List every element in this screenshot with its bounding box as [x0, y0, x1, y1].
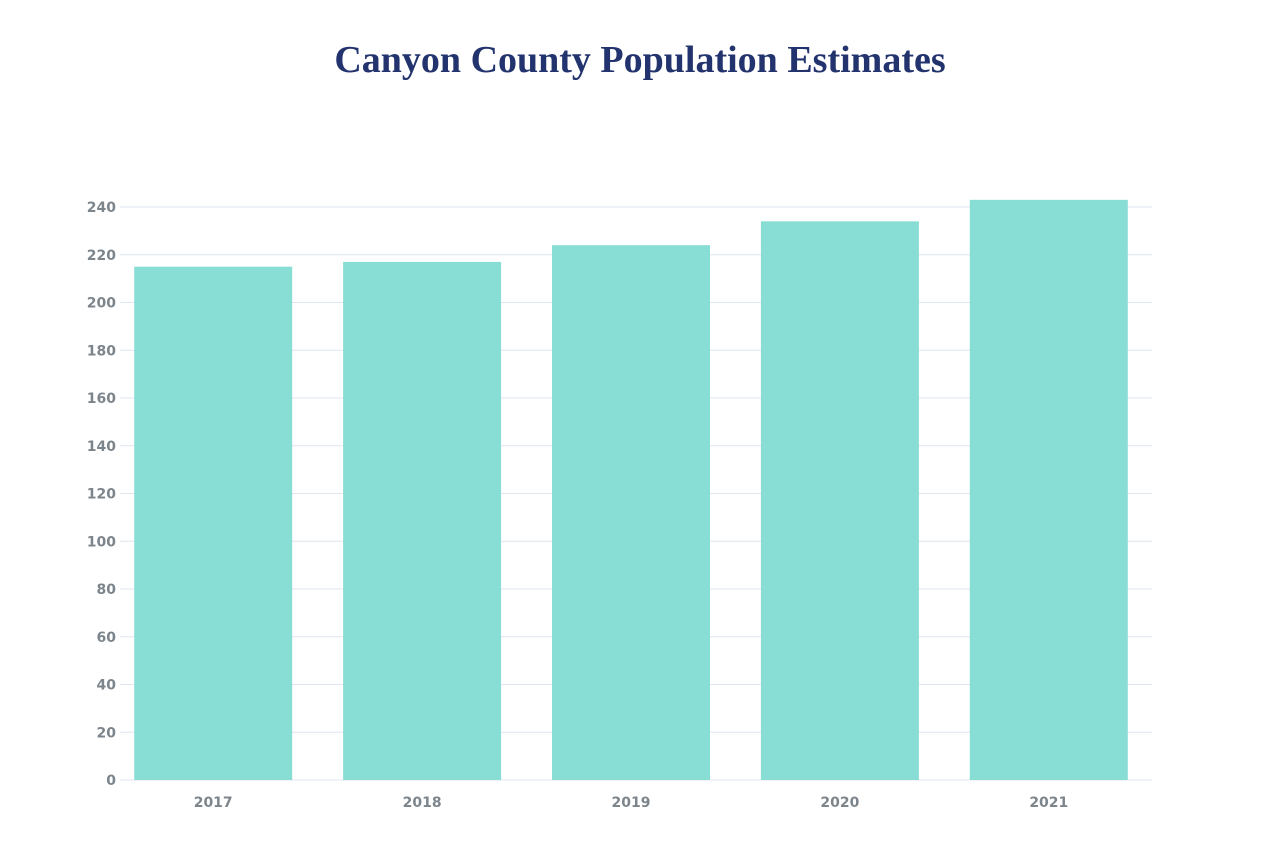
bar-2020: [760, 221, 919, 780]
y-tick-label: 160: [87, 391, 116, 407]
bar-2021: [969, 199, 1128, 780]
y-tick-label: 60: [97, 630, 117, 646]
y-tick-label: 240: [87, 200, 116, 216]
chart-title: Canyon County Population Estimates: [334, 39, 946, 81]
x-tick-label: 2021: [1029, 795, 1068, 811]
y-tick-label: 40: [97, 678, 117, 694]
y-tick-label: 80: [97, 582, 117, 598]
x-tick-label: 2018: [403, 795, 442, 811]
x-tick-label: 2020: [820, 795, 859, 811]
bar-2017: [134, 266, 293, 780]
bar-2019: [552, 245, 710, 780]
bar-2018: [343, 261, 502, 781]
x-tick-label: 2017: [194, 795, 233, 811]
y-tick-label: 200: [87, 296, 116, 312]
y-tick-label: 20: [97, 725, 117, 741]
y-tick-label: 140: [87, 439, 116, 455]
y-tick-label: 120: [87, 487, 116, 503]
x-tick-label: 2019: [612, 795, 651, 811]
y-tick-label: 220: [87, 248, 116, 264]
y-tick-label: 100: [87, 534, 116, 550]
y-tick-label: 180: [87, 343, 116, 359]
y-tick-label: 0: [106, 773, 116, 789]
